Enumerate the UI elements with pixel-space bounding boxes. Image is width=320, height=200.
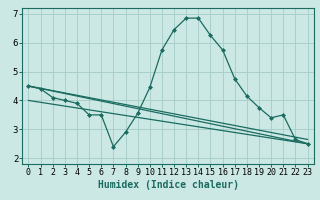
X-axis label: Humidex (Indice chaleur): Humidex (Indice chaleur) <box>98 180 238 190</box>
